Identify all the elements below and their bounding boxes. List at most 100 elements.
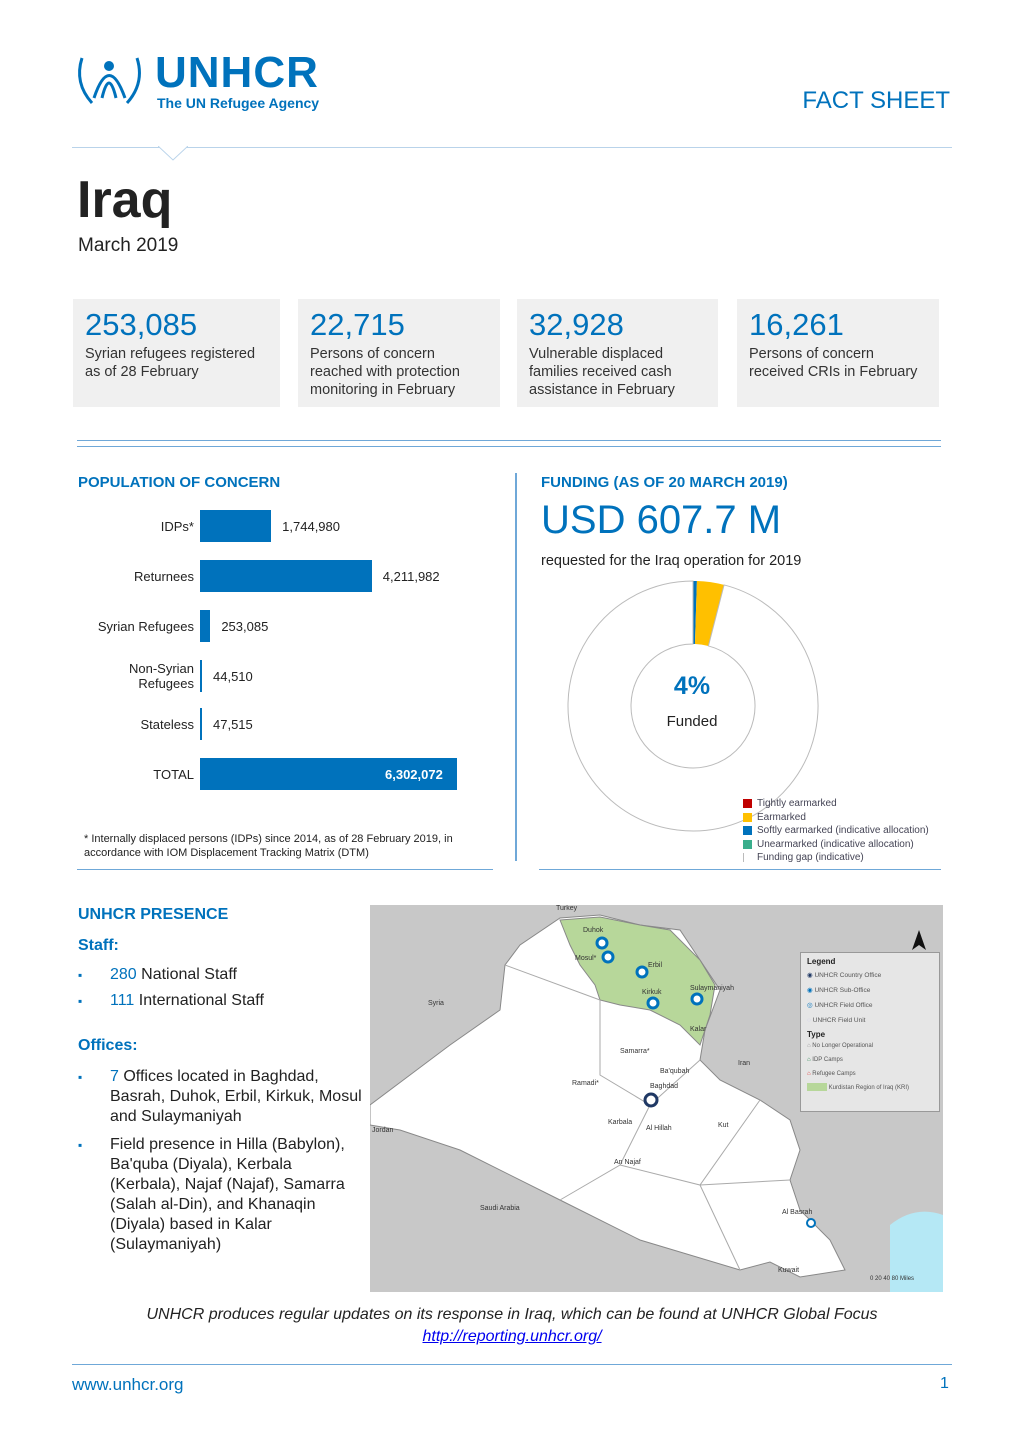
map-city: An Najaf [614,1159,641,1166]
legend-item: Funding gap (indicative) [743,852,864,863]
map-city: Kut [718,1122,729,1129]
bar-value-label: 253,085 [221,619,269,634]
legend-label: UNHCR Sub-Office [814,987,871,994]
kpi-value: 32,928 [529,307,624,342]
staff-heading: Staff: [78,937,119,954]
kpi-card: 16,261 Persons of concern received CRIs i… [737,299,939,407]
legend-swatch [743,839,752,849]
bar [200,560,372,592]
kpi-value: 22,715 [310,307,405,342]
legend-item: Tightly earmarked [743,798,837,809]
legend-swatch [743,812,752,822]
legend-label: Softly earmarked (indicative allocation) [757,825,929,836]
website[interactable]: www.unhcr.org [72,1375,184,1394]
list-item: Field presence in Hilla (Babylon), Ba'qu… [78,1135,363,1255]
map-city: Mosul* [575,955,597,962]
kpi-label: Syrian refugees registered as of 28 Febr… [85,346,256,380]
map-city: Kirkuk [642,989,662,996]
map-label: Kuwait [778,1267,800,1274]
map-scale: 0 20 40 80 Miles [870,1276,914,1282]
legend-label: Earmarked [757,811,806,823]
north-arrow-icon [912,930,926,955]
legend-item: ⌂ No Longer Operational [807,1043,874,1049]
map-city: Sulaymaniyah [690,985,734,992]
kri-region [559,916,716,1046]
office-text: Field presence in Hilla (Babylon), Ba'qu… [110,1136,345,1253]
map-city: Ba'qubah [660,1068,690,1075]
staff-type: International Staff [134,992,264,1009]
bar [200,510,272,542]
legend-label: No Longer Operational [812,1043,874,1049]
scale-ticks: 0 20 40 80 [870,1276,899,1282]
kpi-label: Vulnerable displaced families received c… [529,346,675,398]
map-label: Saudi Arabia [480,1205,520,1212]
divider [539,869,941,870]
map-label: Syria [428,1000,444,1007]
gulf-water [890,1211,943,1292]
bar [200,758,457,790]
bar [200,660,202,692]
legend-item: ○ UNHCR Field Unit [807,1017,866,1024]
map-city: Erbil [648,962,663,969]
legend-swatch [743,826,752,835]
map-legend: Legend ◉ UNHCR Country Office ◉ UNHCR Su… [800,952,940,1112]
page-title: Iraq [77,171,173,229]
presence-title: UNHCR PRESENCE [78,906,229,923]
divider [77,440,941,441]
kpi-value: 253,085 [85,307,198,342]
donut-slice [694,581,725,646]
legend-label: Unearmarked (indicative allocation) [757,838,914,850]
bar-category-label: IDPs* [160,519,194,534]
global-focus-link[interactable]: http://reporting.unhcr.org/ [422,1328,602,1345]
legend-item: ◉ UNHCR Sub-Office [807,987,871,994]
list-item: 280 National Staff [78,965,358,985]
funding-donut-chart [567,580,819,832]
donut-slice [567,580,819,832]
bar [200,610,211,642]
divider [77,869,493,870]
logo-tagline: The UN Refugee Agency [157,95,320,111]
staff-type: National Staff [136,966,237,983]
legend-item: ⌂ Refugee Camps [807,1071,856,1077]
office-text: Offices located in Baghdad, Basrah, Duho… [110,1068,362,1125]
population-footnote: * Internally displaced persons (IDPs) si… [84,833,453,859]
kpi-label: Persons of concern reached with protecti… [310,346,460,398]
doc-type: FACT SHEET [802,87,950,114]
report-date: March 2019 [78,235,179,256]
legend-label: IDP Camps [812,1057,843,1063]
map-city: Samarra* [620,1048,650,1055]
legend-item: Earmarked [743,812,806,823]
kpi-card: 253,085 Syrian refugees registered as of … [73,299,280,407]
population-title: POPULATION OF CONCERN [78,474,281,491]
bar-value-label: 44,510 [213,669,253,684]
kpi-card: 32,928 Vulnerable displaced families rece… [517,299,718,407]
legend-label: UNHCR Country Office [814,972,882,979]
map-label: Turkey [556,905,578,912]
bar-category-label: Stateless [140,717,194,732]
bar-category-label: TOTAL [153,767,194,782]
legend-item: ◉ UNHCR Country Office [807,972,882,979]
list-item: 7 Offices located in Baghdad, Basrah, Du… [78,1067,363,1127]
footer-note: UNHCR produces regular updates on its re… [146,1306,878,1323]
legend-title: Legend [807,957,836,966]
staff-count: 111 [110,992,135,1009]
staff-count: 280 [110,966,137,983]
legend-label: Funding gap (indicative) [757,852,864,863]
funded-label: Funded [666,713,718,730]
map-city: Kalar [690,1026,707,1033]
funding-amount: USD 607.7 M [541,498,782,542]
legend-item: Kurdistan Region of Iraq (KRI) [807,1081,933,1095]
map-city: Al Hillah [646,1125,672,1132]
legend-label: UNHCR Field Office [814,1002,873,1009]
map-label: Jordan [372,1127,394,1134]
legend-label: Kurdistan Region of Iraq (KRI) [828,1085,910,1091]
list-item: 111 International Staff [78,991,358,1011]
office-count: 7 [110,1068,119,1085]
map-label: Iran [738,1060,751,1067]
legend-label: Tightly earmarked [757,798,837,809]
map-city: Baghdad [650,1083,679,1090]
bar-category-label: Syrian Refugees [97,619,194,634]
kpi-label: Persons of concern received CRIs in Febr… [749,346,918,380]
logo-name: UNHCR [155,48,319,97]
bar-value-label: 6,302,072 [385,767,443,782]
